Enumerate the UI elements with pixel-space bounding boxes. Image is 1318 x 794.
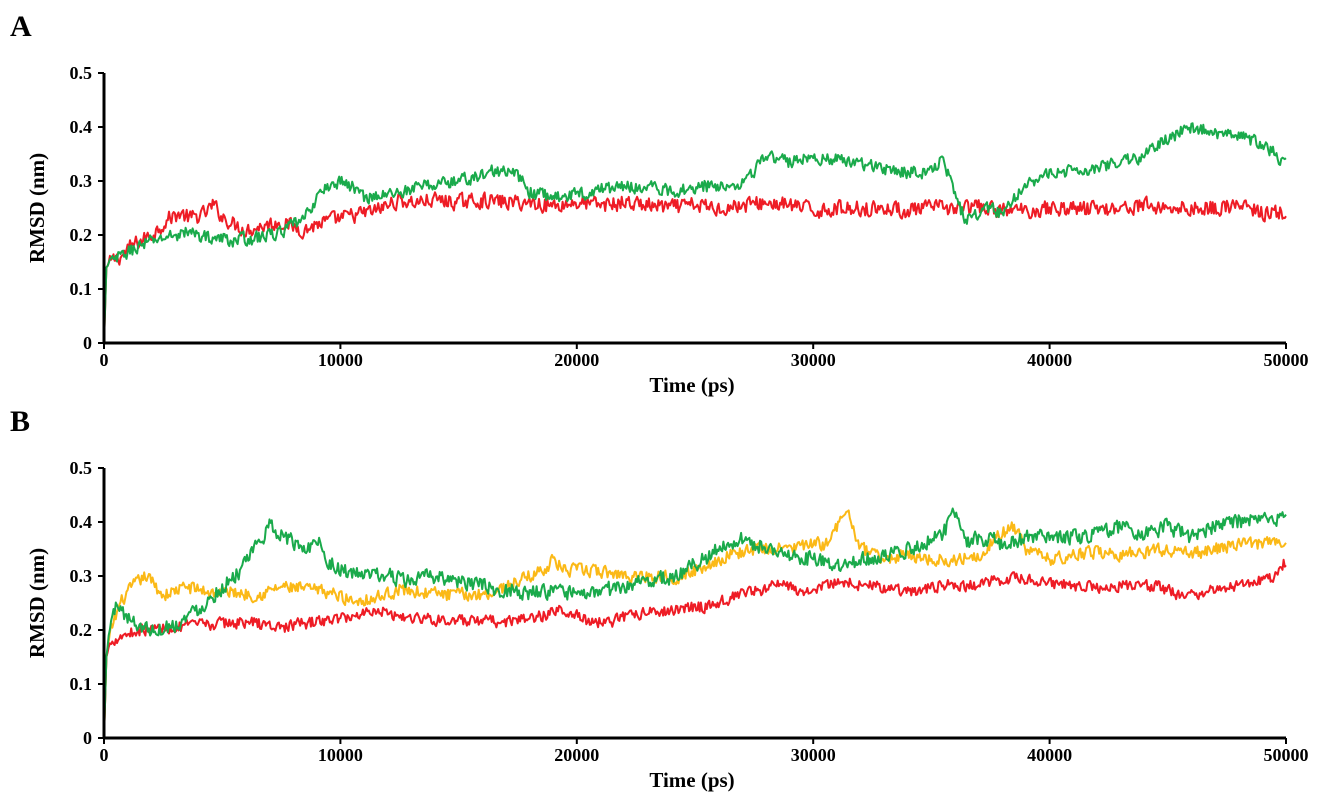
series-line: [103, 509, 1287, 739]
panel-letter: B: [10, 405, 30, 438]
y-tick-label: 0.1: [70, 279, 93, 299]
y-tick-label: 0.5: [70, 458, 93, 478]
x-tick-label: 0: [100, 745, 109, 765]
x-tick-label: 30000: [791, 350, 836, 370]
x-tick-label: 30000: [791, 745, 836, 765]
x-tick-label: 40000: [1027, 350, 1072, 370]
x-axis-label: Time (ps): [649, 768, 734, 792]
chart-panel-a: A 0 0.1 0.2 0.3 0.4 0.5 0 10000 20000 30000 40000 5…: [10, 10, 1309, 397]
y-tick-label: 0.4: [70, 512, 93, 532]
y-tick-label: 0: [83, 728, 92, 748]
x-tick-label: 10000: [318, 350, 363, 370]
chart-panel-b: B 0 0.1 0.2 0.3 0.4 0.5 0 10000 20000 30000 40000 5…: [0, 395, 1318, 792]
chart-marks: 0 0.1 0.2 0.3 0.4 0.5 0 10000 20000 30000 40000 500…: [70, 458, 1309, 765]
y-tick-label: 0.5: [70, 63, 93, 83]
chart-marks: 0 0.1 0.2 0.3 0.4 0.5 0 10000 20000 30000 40000 500…: [70, 63, 1309, 370]
panel-letter: A: [10, 10, 32, 43]
series-line: [103, 558, 1287, 739]
rmsd-chart-b: B 0 0.1 0.2 0.3 0.4 0.5 0 10000 20000 30000 40000 5…: [10, 405, 1309, 792]
y-tick-label: 0.4: [70, 117, 93, 137]
x-tick-label: 50000: [1264, 350, 1309, 370]
rmsd-chart-a: A 0 0.1 0.2 0.3 0.4 0.5 0 10000 20000 30000 40000 5…: [10, 10, 1309, 397]
x-tick-label: 0: [100, 350, 109, 370]
x-axis-label: Time (ps): [649, 373, 734, 397]
y-tick-label: 0.3: [70, 566, 93, 586]
x-tick-label: 10000: [318, 745, 363, 765]
x-tick-label: 20000: [554, 350, 599, 370]
x-tick-label: 20000: [554, 745, 599, 765]
x-tick-label: 50000: [1264, 745, 1309, 765]
y-tick-label: 0.1: [70, 674, 93, 694]
series-line: [103, 191, 1287, 344]
y-tick-label: 0: [83, 333, 92, 353]
y-tick-label: 0.2: [70, 225, 93, 245]
series-line: [103, 122, 1287, 344]
y-axis-label: RMSD (nm): [25, 153, 49, 263]
y-axis-label: RMSD (nm): [25, 548, 49, 658]
x-tick-label: 40000: [1027, 745, 1072, 765]
y-tick-label: 0.3: [70, 171, 93, 191]
series-line: [103, 507, 1287, 739]
y-tick-label: 0.2: [70, 620, 93, 640]
